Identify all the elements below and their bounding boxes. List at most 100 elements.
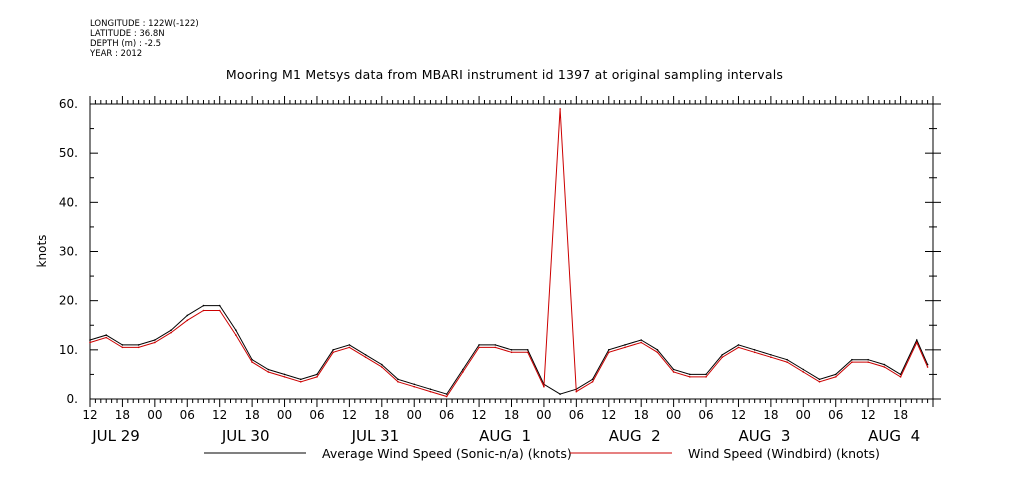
data-point-series1	[607, 351, 610, 354]
data-point-series1	[332, 351, 334, 354]
data-point-series1	[348, 346, 351, 349]
data-point-series1	[251, 361, 253, 363]
data-point-series0	[283, 373, 286, 376]
data-point-series1	[926, 366, 929, 368]
data-point-series1	[818, 380, 821, 383]
data-point-series0	[818, 378, 821, 381]
data-point-series1	[186, 319, 189, 322]
data-point-series0	[672, 368, 675, 371]
depth-text: DEPTH (m) : -2.5	[90, 39, 162, 49]
data-point-series1	[591, 380, 594, 383]
x-hour-label: 12	[601, 408, 616, 422]
series-layer	[89, 108, 929, 398]
series-line-0	[89, 305, 929, 395]
data-point-series0	[445, 393, 448, 395]
x-hour-label: 00	[407, 408, 422, 422]
x-hour-label: 06	[698, 408, 713, 422]
x-hour-label: 18	[634, 408, 649, 422]
data-point-series1	[494, 346, 497, 349]
x-hour-label: 06	[309, 408, 324, 422]
data-point-series0	[299, 378, 302, 381]
data-point-series1	[705, 376, 707, 378]
x-hour-label: 00	[666, 408, 681, 422]
data-point-series0	[348, 344, 351, 346]
x-hour-label: 06	[180, 408, 195, 422]
y-tick-label: 50.	[59, 146, 78, 160]
data-point-series0	[364, 353, 367, 356]
data-point-series1	[640, 341, 642, 344]
data-point-series0	[494, 344, 497, 346]
data-point-series0	[121, 344, 124, 346]
x-hour-label: 18	[374, 408, 389, 422]
data-point-series0	[332, 349, 334, 351]
data-point-series1	[510, 351, 513, 354]
data-point-series0	[834, 373, 837, 376]
data-point-series0	[381, 363, 383, 366]
data-point-series0	[170, 329, 172, 331]
data-point-series0	[526, 349, 529, 351]
data-point-series1	[218, 309, 221, 312]
x-hour-label: 00	[147, 408, 162, 422]
data-point-series1	[429, 390, 432, 393]
data-point-series0	[607, 349, 610, 351]
y-tick-label: 30.	[59, 245, 78, 259]
y-axis: 0. 10. 20. 30. 40. 50. 60.	[59, 97, 941, 406]
y-tick-label: 10.	[59, 343, 78, 357]
data-point-series0	[235, 329, 237, 331]
x-hour-label: 18	[244, 408, 259, 422]
longitude-text: LONGITUDE : 122W(-122)	[90, 19, 199, 29]
data-point-series1	[462, 371, 464, 373]
data-point-series0	[510, 349, 513, 351]
data-point-series1	[137, 346, 140, 349]
data-point-series0	[899, 373, 902, 376]
data-point-series0	[267, 368, 270, 371]
data-point-series1	[267, 371, 270, 373]
x-hour-label: 18	[115, 408, 130, 422]
data-point-series0	[624, 344, 626, 346]
data-point-series0	[559, 393, 561, 395]
chart-title: Mooring M1 Metsys data from MBARI instru…	[225, 67, 784, 82]
x-hour-label: 12	[212, 408, 227, 422]
data-point-series1	[883, 366, 886, 368]
data-point-series0	[105, 334, 108, 336]
data-point-series0	[251, 358, 253, 361]
data-point-series1	[867, 361, 869, 363]
y-tick-label: 60.	[59, 97, 78, 111]
data-point-series0	[462, 368, 464, 371]
data-point-series1	[624, 346, 626, 349]
data-point-series0	[705, 373, 707, 376]
x-hour-label: 00	[796, 408, 811, 422]
x-axis: 12 18 00 06 12 18 00 06 12 18 00 06 12 18 00 06 12 18 00 06…	[82, 96, 934, 445]
x-hour-label: 18	[504, 408, 519, 422]
latitude-text: LATITUDE : 36.8N	[90, 29, 165, 39]
x-date-label: AUG 2	[609, 427, 661, 445]
data-point-series1	[851, 361, 853, 363]
y-tick-label: 20.	[59, 294, 78, 308]
data-point-series0	[154, 339, 156, 341]
data-point-series1	[721, 356, 724, 359]
data-point-series1	[478, 346, 480, 349]
data-point-series0	[802, 368, 805, 371]
data-point-series0	[640, 339, 642, 341]
data-point-series0	[883, 363, 886, 366]
data-point-series1	[672, 371, 675, 373]
data-point-series1	[235, 334, 237, 336]
plot-frame	[89, 103, 934, 400]
data-point-series0	[478, 344, 480, 346]
data-point-series0	[656, 349, 659, 351]
data-point-series0	[737, 344, 740, 346]
data-point-series1	[170, 331, 172, 334]
data-point-series0	[867, 358, 869, 361]
x-hour-label: 12	[731, 408, 746, 422]
legend-label-series1: Wind Speed (Windbird) (knots)	[688, 446, 880, 461]
data-point-series1	[202, 309, 205, 312]
y-axis-label: knots	[35, 235, 49, 268]
year-text: YEAR : 2012	[90, 49, 143, 59]
data-point-series0	[689, 373, 691, 376]
data-point-series1	[121, 346, 124, 349]
x-hour-label: 00	[536, 408, 551, 422]
data-point-series1	[834, 376, 837, 378]
data-point-series1	[915, 341, 918, 344]
data-point-series1	[364, 356, 367, 359]
data-point-series0	[770, 353, 772, 356]
